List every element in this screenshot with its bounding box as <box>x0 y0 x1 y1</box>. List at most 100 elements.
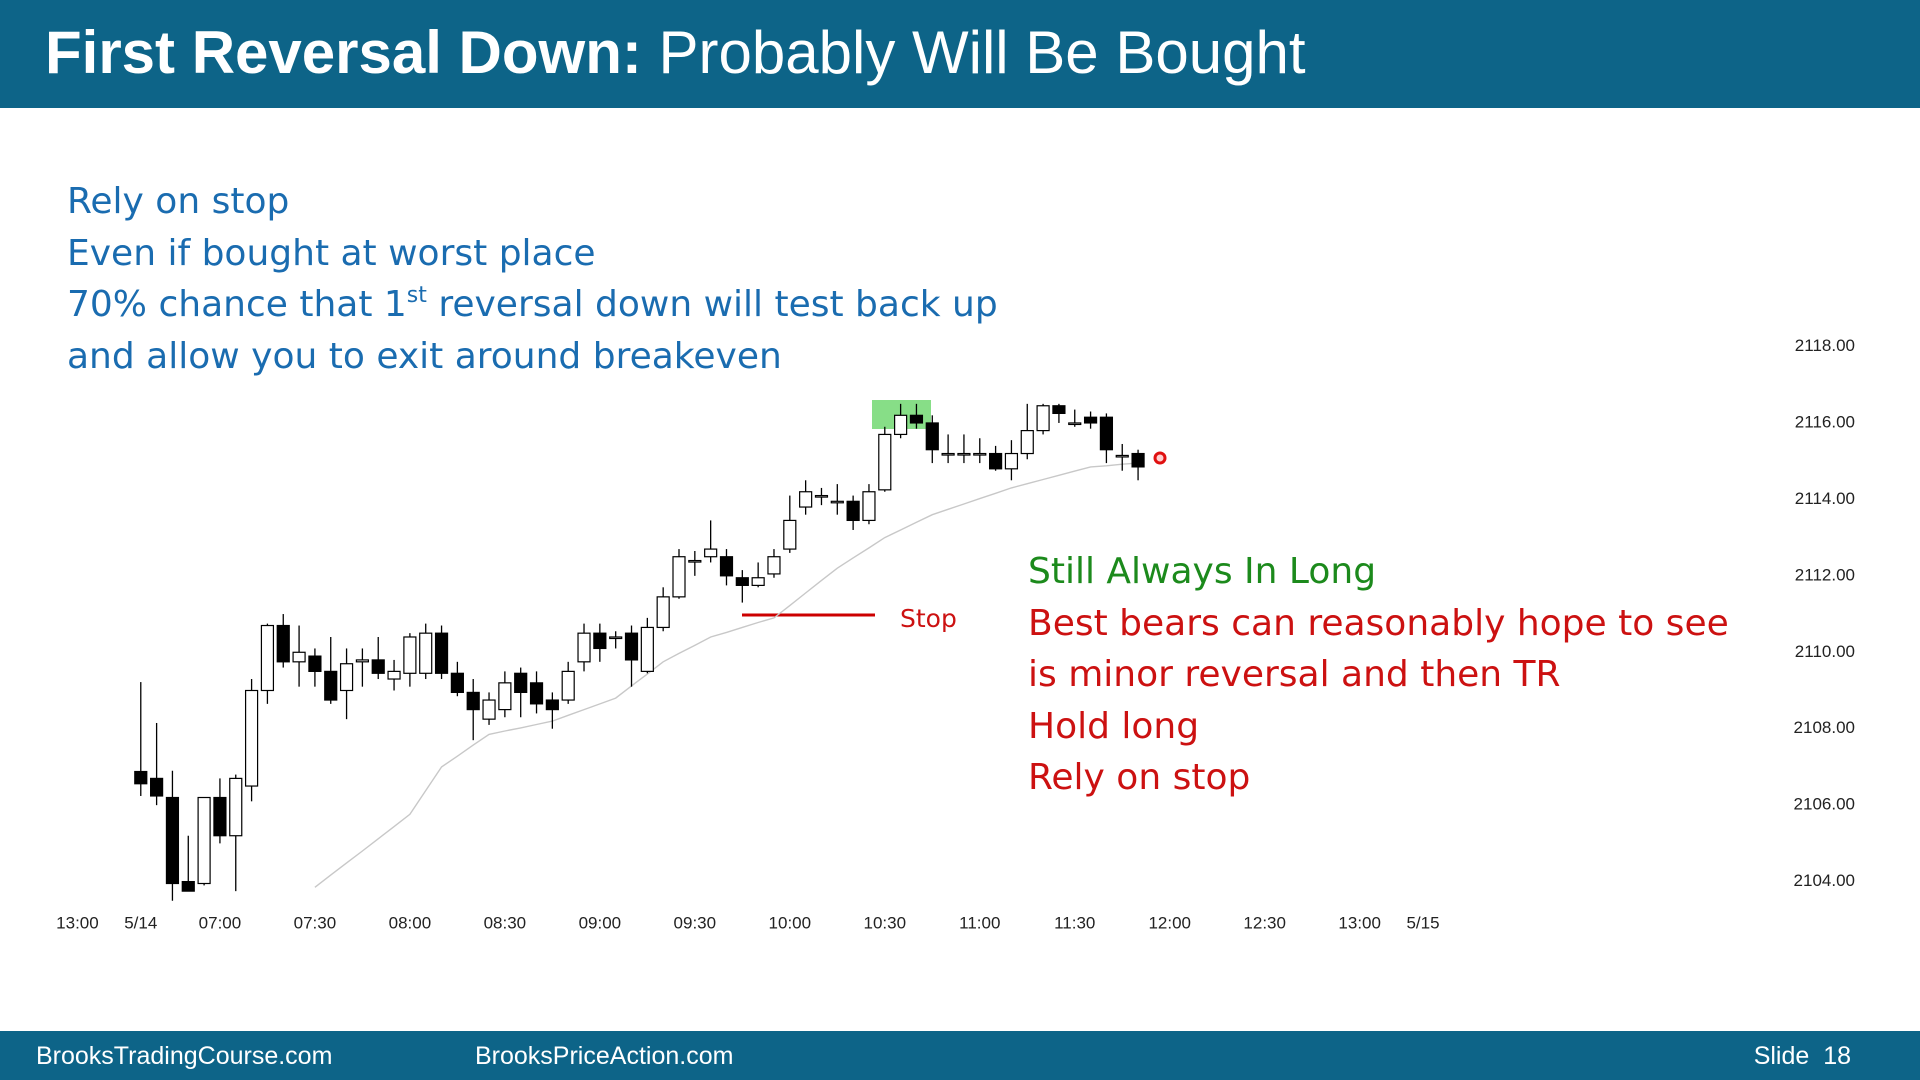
candle-body <box>150 777 164 797</box>
candle-body <box>181 880 195 892</box>
x-tick-label: 10:00 <box>769 913 812 932</box>
x-tick-label: 11:00 <box>959 913 1000 932</box>
candle-body <box>1131 452 1145 468</box>
candle-body <box>988 452 1003 470</box>
note-text: and allow you to exit around breakeven <box>67 335 782 377</box>
candle-body <box>925 422 939 451</box>
y-tick-label: 2110.00 <box>1795 642 1855 661</box>
header: First Reversal Down: Probably Will Be Bo… <box>0 0 1920 108</box>
note-text: Even if bought at worst place <box>67 232 596 274</box>
footer-slide: Slide 18 <box>1754 1042 1851 1071</box>
x-tick-label: 5/15 <box>1406 913 1439 932</box>
candle-body <box>529 682 544 705</box>
candle-body <box>339 663 354 692</box>
y-tick-label: 2114.00 <box>1795 489 1855 508</box>
candle-body <box>672 556 686 598</box>
y-tick-label: 2106.00 <box>1794 795 1855 814</box>
candle-body <box>213 796 227 837</box>
note-line: 70% chance that 1st reversal down will t… <box>67 279 998 331</box>
candle-body <box>1052 405 1066 415</box>
candle-body <box>577 632 591 663</box>
candle-body <box>1004 452 1019 470</box>
candle-body <box>355 659 369 663</box>
candle-body <box>134 770 148 785</box>
x-tick-label: 13:00 <box>1338 913 1381 932</box>
candle-body <box>1083 416 1098 424</box>
candle-body <box>371 659 385 674</box>
comment-headline: Still Always In Long <box>1028 551 1377 592</box>
candle-body <box>561 670 575 701</box>
y-tick-label: 2108.00 <box>1794 718 1855 737</box>
candle-body <box>973 452 987 456</box>
stop-label: Stop <box>900 604 957 633</box>
title: First Reversal Down: Probably Will Be Bo… <box>45 18 1306 87</box>
candle-body <box>878 433 892 491</box>
candle-body <box>830 500 844 504</box>
cursor-dot <box>1153 451 1167 465</box>
candle-body <box>1115 454 1129 458</box>
candle-body <box>466 691 480 711</box>
x-tick-label: 08:30 <box>484 913 527 932</box>
x-tick-label: 12:30 <box>1243 913 1286 932</box>
x-tick-label: 09:00 <box>579 913 622 932</box>
candle-body <box>909 414 924 424</box>
candle-body <box>419 632 433 674</box>
candle-body <box>656 596 670 629</box>
y-tick-label: 2112.00 <box>1795 565 1855 584</box>
candle-body <box>846 500 860 522</box>
candle-body <box>229 777 243 837</box>
candle-body <box>688 559 702 563</box>
x-tick-label: 07:00 <box>199 913 242 932</box>
slide-number: 18 <box>1823 1042 1851 1070</box>
candle-body <box>244 689 259 787</box>
candle-body <box>704 548 718 558</box>
candle-body <box>719 556 734 577</box>
note-text: reversal down will test back up <box>426 284 998 325</box>
candle-body <box>783 519 797 550</box>
note-text: 70% chance that 1 <box>67 284 407 325</box>
x-tick-label: 07:30 <box>294 913 337 932</box>
title-bold: First Reversal Down: <box>45 19 642 86</box>
candle-body <box>387 670 401 680</box>
candle-body <box>1036 405 1050 432</box>
candle-body <box>292 651 306 663</box>
candle-body <box>1020 430 1034 455</box>
note-sup: st <box>406 283 427 308</box>
footer-mid: BrooksPriceAction.com <box>475 1042 734 1070</box>
x-tick-label: 08:00 <box>389 913 432 932</box>
note-text: Rely on stop <box>67 181 290 222</box>
candle-body <box>165 796 180 885</box>
comment-line: Rely on stop <box>1028 757 1251 798</box>
y-tick-label: 2104.00 <box>1794 871 1855 890</box>
y-tick-label: 2118.00 <box>1795 336 1855 355</box>
candle-body <box>624 632 639 661</box>
candle-body <box>450 672 464 694</box>
candle-body <box>197 796 211 885</box>
comment-line: Hold long <box>1028 705 1200 747</box>
candle-body <box>609 636 623 640</box>
candle-body <box>434 632 449 674</box>
candle-body <box>814 494 829 498</box>
candle-body <box>957 452 971 456</box>
candle-body <box>1099 416 1114 451</box>
slide-word: Slide <box>1753 1042 1810 1070</box>
candle-body <box>324 670 338 701</box>
x-tick-label: 5/14 <box>124 913 157 932</box>
note-line: and allow you to exit around breakeven <box>67 331 998 383</box>
candle-body <box>735 577 749 586</box>
candle-body <box>514 672 528 694</box>
candle-body <box>482 699 496 720</box>
candle-body <box>862 491 876 522</box>
candle-body <box>941 452 955 456</box>
comment-line: is minor reversal and then TR <box>1028 654 1561 695</box>
comment: Still Always In Long Best bears can reas… <box>1028 546 1729 804</box>
candle-body <box>308 655 322 672</box>
candle-body <box>767 556 781 575</box>
x-tick-label: 13:00 <box>56 913 99 932</box>
candle-body <box>799 491 813 508</box>
title-rest: Probably Will Be Bought <box>658 19 1306 86</box>
x-tick-label: 11:30 <box>1054 913 1095 932</box>
moving-average <box>314 462 1139 888</box>
note-line: Rely on stop <box>67 176 998 228</box>
